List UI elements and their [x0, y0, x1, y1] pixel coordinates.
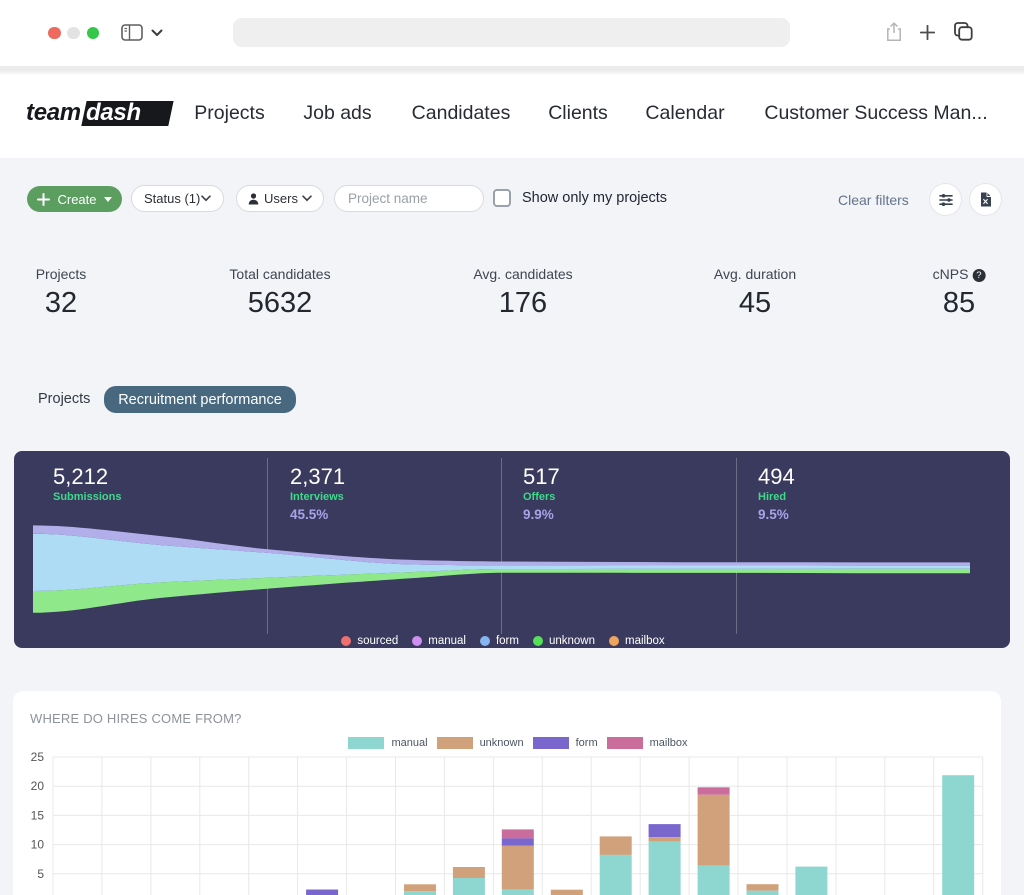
svg-text:5: 5 — [37, 867, 44, 881]
svg-text:20: 20 — [31, 779, 45, 793]
svg-text:10: 10 — [31, 838, 45, 852]
svg-text:15: 15 — [31, 808, 45, 822]
svg-text:25: 25 — [31, 750, 45, 764]
